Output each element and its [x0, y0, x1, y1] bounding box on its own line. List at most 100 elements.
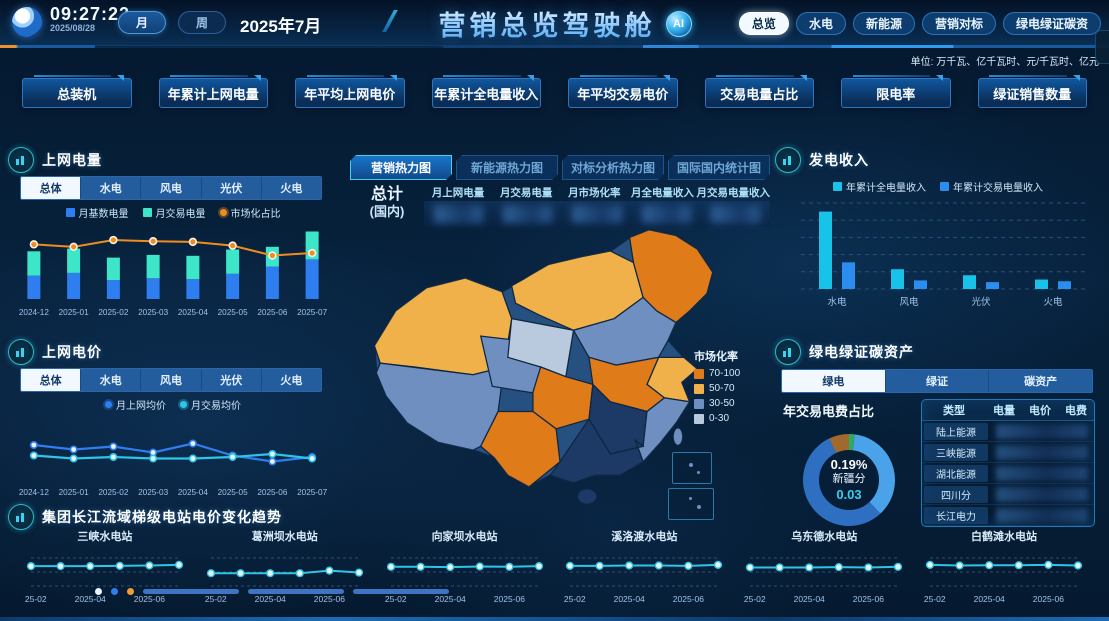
- kpi-button[interactable]: 年累计全电量收入: [431, 75, 541, 108]
- tab[interactable]: 总体: [21, 177, 82, 199]
- kpi-button[interactable]: 年累计上网电量: [158, 75, 268, 108]
- heatmap-tab[interactable]: 新能源热力图: [456, 155, 558, 180]
- tab[interactable]: 光伏: [201, 369, 262, 391]
- pager-dash[interactable]: [248, 589, 344, 594]
- svg-text:2025-06: 2025-06: [257, 488, 287, 497]
- legend-swatch: [142, 207, 152, 217]
- kpi-button[interactable]: 绿证销售数量: [977, 75, 1087, 108]
- tab[interactable]: 火电: [261, 177, 321, 199]
- legend-swatch: [694, 398, 704, 409]
- green-tabs: 绿电 绿证 碳资产: [781, 369, 1093, 393]
- floating-widget[interactable]: [1095, 30, 1109, 64]
- tab[interactable]: 总体: [21, 369, 82, 391]
- kpi-button[interactable]: 交易电量占比: [704, 75, 814, 108]
- pager-dot[interactable]: [111, 588, 118, 595]
- green-table: 类型 电量 电价 电费 陆上能源三峡能源湖北能源四川分长江电力新疆分: [921, 399, 1095, 527]
- donut-chart[interactable]: [793, 424, 905, 536]
- green-body: 年交易电费占比 0.19% 新疆分 0.03 类型 电量 电价 电费 陆上能源 三峡能源…: [775, 399, 1101, 536]
- legend-swatch: [219, 208, 227, 216]
- price-tabs: 总体 水电 风电 光伏 火电: [20, 368, 322, 392]
- table-header-cell: 电费: [1065, 405, 1087, 417]
- table-header-cell: 电价: [1029, 405, 1051, 417]
- bar-chart-icon: [8, 339, 34, 365]
- map-legend-item: 0-30: [694, 413, 770, 424]
- panel-title: 集团长江流域梯级电站电价变化趋势: [42, 509, 282, 525]
- legend-item: 市场化占比: [219, 205, 281, 220]
- tab[interactable]: 绿电: [782, 370, 886, 392]
- nav-tab[interactable]: 新能源: [852, 12, 915, 35]
- choropleth-map[interactable]: [352, 222, 768, 512]
- table-row[interactable]: 陆上能源: [922, 421, 1094, 442]
- title-area: 营销总览驾驶舱 AI: [415, 4, 715, 43]
- donut-wrap: 0.19% 新疆分 0.03: [793, 424, 905, 536]
- period-button[interactable]: 周: [178, 11, 226, 34]
- nav-tab[interactable]: 水电: [795, 12, 846, 35]
- legend-label: 年累计全电量收入: [846, 182, 926, 194]
- nav-tab[interactable]: 绿电绿证碳资: [1002, 12, 1101, 35]
- heatmap-tab[interactable]: 国际国内统计图: [668, 155, 770, 180]
- svg-text:2025-05: 2025-05: [218, 488, 248, 497]
- pager-dot[interactable]: [95, 588, 102, 595]
- row-name: 陆上能源: [924, 422, 988, 440]
- obscured-value: [503, 205, 553, 223]
- tab[interactable]: 光伏: [201, 177, 262, 199]
- total-subtitle: (国内): [369, 204, 405, 220]
- svg-text:2025-06: 2025-06: [853, 594, 884, 604]
- metric-header: 月市场化率: [568, 187, 621, 199]
- ai-assistant-button[interactable]: AI: [665, 10, 692, 37]
- table-header-cell: 类型: [943, 405, 965, 417]
- tab[interactable]: 水电: [81, 177, 142, 199]
- station-trend-chart: 2025-02 2025-04 2025-06: [924, 557, 1083, 604]
- nav-tab[interactable]: 营销对标: [921, 12, 996, 35]
- heatmap-tab[interactable]: 营销热力图: [350, 155, 452, 180]
- nav-tab[interactable]: 总览: [738, 12, 789, 35]
- svg-text:2024-12: 2024-12: [19, 488, 49, 497]
- kpi-button[interactable]: 总装机: [22, 75, 132, 108]
- tab[interactable]: 碳资产: [989, 370, 1092, 392]
- heatmap-tab[interactable]: 对标分析热力图: [562, 155, 664, 180]
- tab[interactable]: 水电: [81, 369, 142, 391]
- donut-area: 年交易电费占比 0.19% 新疆分 0.03: [779, 399, 921, 536]
- svg-text:火电: 火电: [1043, 296, 1063, 308]
- table-row[interactable]: 三峡能源: [922, 442, 1094, 463]
- table-row[interactable]: 湖北能源: [922, 463, 1094, 484]
- station-title: 三峡水电站: [77, 531, 133, 543]
- svg-text:风电: 风电: [899, 296, 919, 308]
- svg-text:2025-06: 2025-06: [257, 308, 287, 317]
- price-legend: 月上网均价 月交易均价: [8, 395, 338, 413]
- pagination-indicator[interactable]: [95, 588, 449, 595]
- price-chart: 2024-12 2025-01 2025-02 2025-03 2025-04 2025-…: [19, 439, 328, 497]
- obscured-value: [996, 486, 1088, 502]
- table-row[interactable]: 新疆分: [922, 526, 1094, 527]
- current-time: 09:27:22: [50, 4, 131, 24]
- svg-text:2025-05: 2025-05: [218, 308, 248, 317]
- kpi-button[interactable]: 限电率: [841, 75, 951, 108]
- tab[interactable]: 绿证: [885, 370, 990, 392]
- svg-text:水电: 水电: [827, 296, 847, 308]
- map-legend-title: 市场化率: [694, 351, 738, 363]
- tab[interactable]: 火电: [261, 369, 321, 391]
- legend-label: 市场化占比: [230, 208, 281, 220]
- legend-label: 70-100: [709, 368, 741, 379]
- station-chart: 溪洛渡水电站 2025-02 2025-04 2025-06: [559, 528, 729, 608]
- pager-dash[interactable]: [353, 589, 449, 594]
- pager-dash[interactable]: [143, 589, 239, 594]
- pager-dot[interactable]: [127, 588, 134, 595]
- table-row[interactable]: 长江电力: [922, 505, 1094, 526]
- legend-label: 年累计交易电量收入: [953, 182, 1043, 194]
- panel-station-trends: 集团长江流域梯级电站电价变化趋势: [8, 504, 282, 530]
- svg-text:2025-06: 2025-06: [493, 594, 524, 604]
- svg-text:2024-12: 2024-12: [19, 308, 49, 317]
- table-row[interactable]: 四川分: [922, 484, 1094, 505]
- tab[interactable]: 风电: [141, 369, 202, 391]
- heatmap-tabs: 营销热力图 新能源热力图 对标分析热力图 国际国内统计图: [350, 155, 770, 180]
- station-trend-chart: 2025-02 2025-04 2025-06: [564, 557, 723, 604]
- kpi-button[interactable]: 年平均上网电价: [295, 75, 405, 108]
- station-chart: 向家坝水电站 2025-02 2025-04 2025-06: [380, 528, 550, 608]
- kpi-button[interactable]: 年平均交易电价: [568, 75, 678, 108]
- period-button[interactable]: 月: [118, 11, 166, 34]
- panel-title: 绿电绿证碳资产: [809, 344, 914, 360]
- tab[interactable]: 风电: [141, 177, 202, 199]
- panel-title: 发电收入: [809, 152, 869, 168]
- svg-text:2025-04: 2025-04: [178, 488, 208, 497]
